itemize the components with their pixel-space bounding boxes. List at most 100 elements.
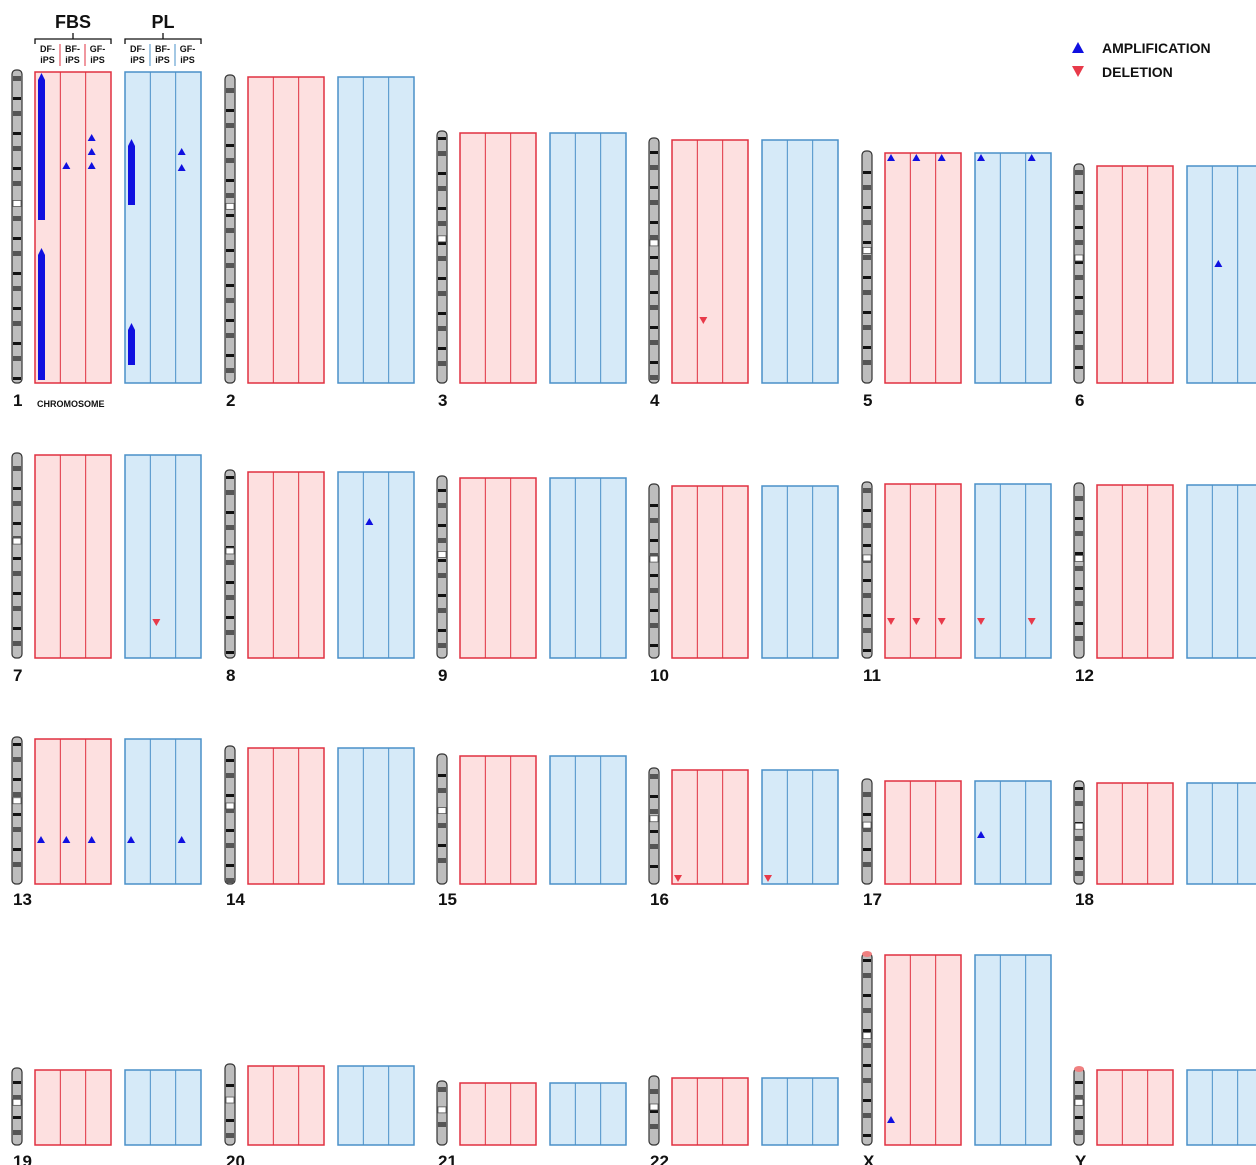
- band: [650, 305, 658, 310]
- band: [1075, 1130, 1083, 1135]
- band: [863, 255, 871, 260]
- band: [1075, 871, 1083, 876]
- band: [1075, 310, 1083, 315]
- band: [438, 347, 446, 350]
- band: [13, 522, 21, 525]
- band: [13, 557, 21, 560]
- band: [650, 588, 658, 593]
- band: [863, 171, 871, 174]
- band: [1075, 622, 1083, 625]
- chromosome-number: 13: [13, 890, 32, 909]
- sample-box: [35, 455, 111, 658]
- chromosome-number: X: [863, 1152, 875, 1165]
- band: [13, 641, 21, 646]
- band: [438, 538, 446, 543]
- band: [650, 830, 658, 833]
- band: [863, 220, 871, 225]
- band: [438, 503, 446, 508]
- chromosome-number: 1: [13, 391, 22, 410]
- band: [226, 525, 234, 530]
- band: [863, 649, 871, 652]
- band: [1075, 366, 1083, 369]
- band: [226, 263, 234, 268]
- band: [650, 340, 658, 345]
- centromere: [1075, 823, 1083, 829]
- chromosome-ideogram: [225, 1064, 235, 1145]
- band: [863, 488, 871, 493]
- band: [650, 539, 658, 542]
- chromosome-ideogram: [1074, 781, 1084, 884]
- band: [226, 109, 234, 112]
- band: [226, 616, 234, 619]
- band: [438, 221, 446, 226]
- band: [650, 774, 658, 779]
- band: [438, 858, 446, 863]
- sample-box: [248, 748, 324, 884]
- band: [863, 276, 871, 279]
- line-label: GF-: [90, 44, 106, 54]
- legend-amplification-icon: [1072, 42, 1084, 53]
- sample-box: [1187, 166, 1256, 383]
- sample-box: [338, 748, 414, 884]
- band: [650, 574, 658, 577]
- band: [13, 778, 21, 781]
- line-label: iPS: [40, 55, 55, 65]
- band: [226, 794, 234, 797]
- bracket: [125, 33, 201, 44]
- band: [863, 862, 871, 867]
- band: [650, 644, 658, 647]
- sample-box: [125, 1070, 201, 1145]
- line-label: BF-: [65, 44, 80, 54]
- band: [226, 1133, 234, 1138]
- band: [863, 1113, 871, 1118]
- chromosome-number: 9: [438, 666, 447, 685]
- sample-box: [125, 739, 201, 884]
- band: [650, 270, 658, 275]
- centromere: [13, 1099, 21, 1105]
- centromere: [650, 240, 658, 246]
- telomere: [1074, 1066, 1084, 1072]
- chromosome-number: 16: [650, 890, 669, 909]
- chromosome-number: 4: [650, 391, 660, 410]
- band: [13, 307, 21, 310]
- band: [650, 1110, 658, 1113]
- band: [650, 186, 658, 189]
- band: [1075, 345, 1083, 350]
- chromosome-number: 10: [650, 666, 669, 685]
- band: [13, 132, 21, 135]
- band: [226, 354, 234, 357]
- centromere: [863, 247, 871, 253]
- band: [1075, 261, 1083, 264]
- band: [13, 286, 21, 291]
- band: [226, 595, 234, 600]
- band: [226, 864, 234, 867]
- centromere: [650, 816, 658, 822]
- band: [13, 97, 21, 100]
- band: [863, 1029, 871, 1032]
- band: [226, 843, 234, 848]
- legend-deletion-icon: [1072, 66, 1084, 77]
- group-label: PL: [151, 12, 174, 32]
- band: [438, 172, 446, 175]
- band: [226, 214, 234, 217]
- band: [226, 759, 234, 762]
- band: [438, 489, 446, 492]
- band: [13, 76, 21, 81]
- line-label: iPS: [180, 55, 195, 65]
- sample-box: [1097, 166, 1173, 383]
- band: [226, 284, 234, 287]
- legend-label: DELETION: [1102, 64, 1173, 80]
- band: [863, 206, 871, 209]
- sample-box: [762, 1078, 838, 1145]
- band: [226, 773, 234, 778]
- band: [650, 326, 658, 329]
- page: {"header": {"groups": [ {"label": "FBS",…: [0, 0, 1256, 1165]
- band: [1075, 531, 1083, 536]
- sample-box: [885, 484, 961, 658]
- centromere: [650, 556, 658, 562]
- band: [13, 487, 21, 490]
- band: [226, 560, 234, 565]
- band: [438, 1087, 446, 1092]
- sample-box: [762, 486, 838, 658]
- sample-box: [672, 770, 748, 884]
